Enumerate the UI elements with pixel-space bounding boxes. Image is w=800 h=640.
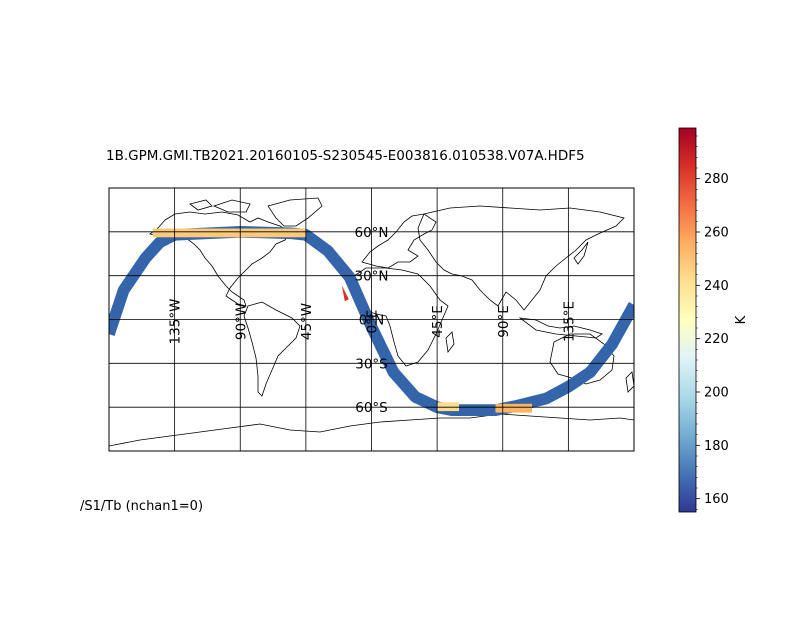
swath-band [109, 225, 634, 416]
coastline-greenland [267, 197, 323, 227]
parallel-label: 60°N [354, 225, 388, 241]
colorbar-tick-label: 180 [704, 439, 729, 454]
colorbar-frame [678, 127, 697, 513]
colorbar-label: K [733, 314, 749, 324]
swath-warm-segment [495, 403, 532, 413]
coastline-japan [573, 241, 589, 265]
meridian-label: 0°E [365, 310, 381, 334]
coastline-antarctica [109, 413, 634, 447]
parallel-label: 0°N [359, 313, 384, 329]
meridian-label: 135°E [561, 301, 577, 342]
meridian-label: 45°W [299, 303, 315, 340]
parallel-label: 60°S [355, 400, 388, 416]
grid-labels: 135°W 90°W 45°W 0°E 45°E 90°E 135°E 60°N 30°N 0°N… [168, 225, 578, 416]
swath-warm-segment [437, 402, 459, 412]
coastline-arctic-islands [189, 199, 251, 213]
map-panel: 135°W 90°W 45°W 0°E 45°E 90°E 135°E 60°N 30°N 0°N… [108, 187, 635, 452]
meridian-label: 90°E [496, 305, 512, 337]
swath-warm-segment [152, 228, 306, 238]
coastline-new-zealand [625, 371, 634, 393]
meridian-label: 90°W [233, 303, 249, 340]
coastline-asia [417, 205, 625, 311]
coastline-madagascar [445, 331, 455, 354]
meridian-label: 135°W [168, 299, 184, 345]
colorbar-tick-label: 280 [704, 172, 729, 187]
gridlines [109, 188, 634, 451]
colorbar-fill [679, 128, 696, 512]
map-frame [108, 187, 635, 452]
colorbar-tick-label: 160 [704, 492, 729, 507]
coastline-indonesia [518, 317, 603, 339]
coastline-europe [361, 213, 437, 269]
plot-title: 1B.GPM.GMI.TB2021.20160105-S230545-E0038… [106, 148, 585, 164]
colorbar-ticks: 160 180 200 220 240 260 280 [696, 135, 729, 510]
swath-hot-spot [341, 285, 349, 302]
colorbar-tick-label: 240 [704, 279, 729, 294]
parallel-label: 30°N [354, 269, 388, 285]
variable-label: /S1/Tb (nchan1=0) [80, 499, 204, 514]
colorbar-tick-label: 220 [704, 332, 729, 347]
coastline-australia [549, 333, 615, 385]
colorbar: 160 180 200 220 240 260 280 K [678, 127, 749, 513]
meridian-label: 45°E [430, 305, 446, 337]
parallel-label: 30°S [355, 356, 388, 372]
colorbar-tick-label: 200 [704, 386, 729, 401]
coastlines [109, 197, 634, 447]
coastline-south-america [243, 301, 301, 397]
swath-layer [109, 225, 634, 416]
colorbar-tick-label: 260 [704, 226, 729, 241]
